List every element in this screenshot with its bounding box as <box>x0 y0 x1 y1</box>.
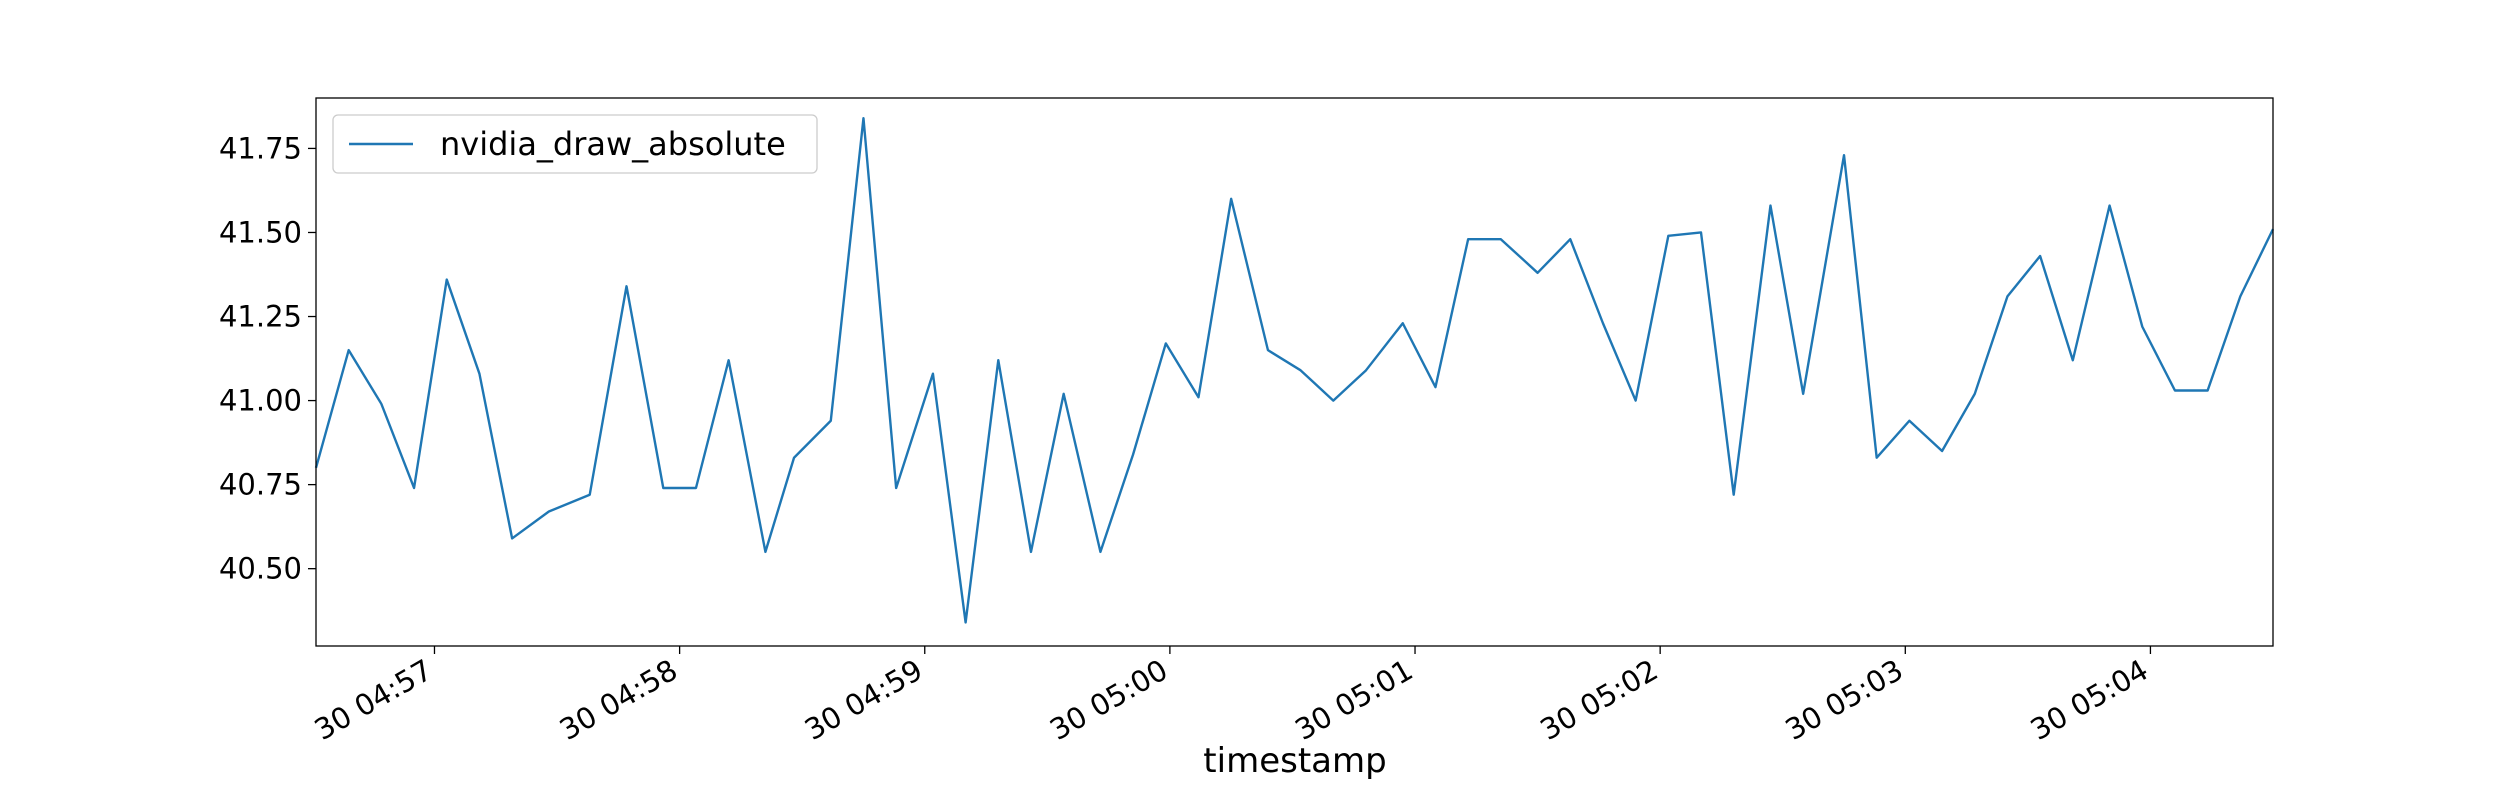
x-tick-label: 30 04:58 <box>554 653 683 747</box>
line <box>314 116 2275 624</box>
x-tick-label: 30 05:04 <box>2025 653 2154 747</box>
plot-frame <box>315 97 2274 647</box>
x-tick-label: 30 05:02 <box>1534 653 1663 747</box>
y-tick-label: 41.00 <box>219 384 302 418</box>
x-tick-label: 30 05:01 <box>1289 653 1418 747</box>
y-tick-label: 41.25 <box>219 300 302 334</box>
x-tick-label: 30 04:57 <box>309 653 438 747</box>
x-tick-label: 30 05:03 <box>1779 653 1908 747</box>
y-tick-label: 40.50 <box>219 552 302 586</box>
legend-box <box>332 114 818 174</box>
x-tick-label: 30 05:00 <box>1044 653 1173 747</box>
y-tick-label: 40.75 <box>219 468 302 502</box>
y-tick-label: 41.75 <box>219 131 302 165</box>
y-tick-label: 41.50 <box>219 215 302 249</box>
x-tick-label: 30 04:59 <box>799 653 928 747</box>
legend-label: nvidia_draw_absolute <box>440 125 786 163</box>
x-axis-label: timestamp <box>1203 741 1386 781</box>
